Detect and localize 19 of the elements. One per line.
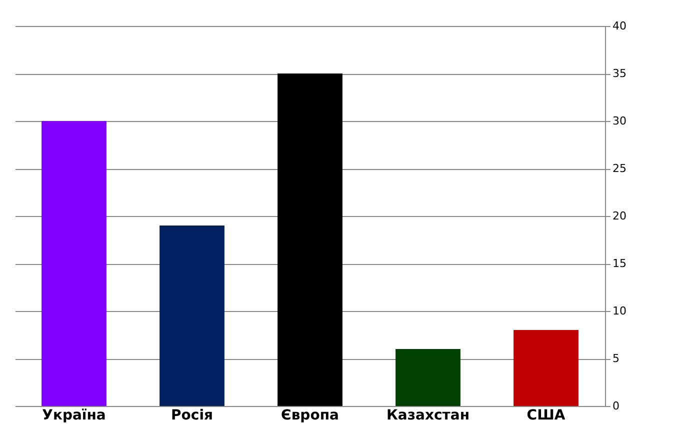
bar [160,226,224,406]
x-tick-label: Україна [42,408,106,424]
y-tick-label: 10 [612,304,626,318]
y-tick-label: 20 [612,210,626,222]
y-tick-label: 5 [612,352,620,365]
y-tick-label: 30 [612,114,626,128]
bar [42,121,106,406]
x-tick-label: Європа [281,408,339,424]
x-tick-label: США [526,408,566,424]
y-tick-label: 35 [612,67,626,80]
bar [514,330,578,406]
x-tick-label: Росія [171,408,213,424]
x-tick-label: Казахстан [386,408,470,424]
y-tick-label: 25 [612,162,626,175]
bar [396,349,460,406]
bar [278,74,342,406]
y-tick-label: 40 [612,20,626,32]
y-tick-label: 0 [612,400,620,412]
y-tick-label: 15 [612,257,626,270]
